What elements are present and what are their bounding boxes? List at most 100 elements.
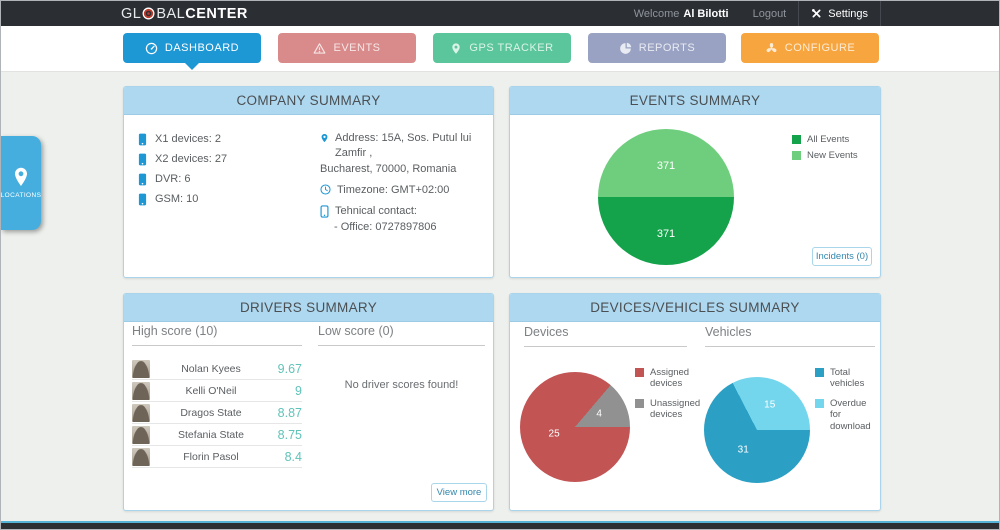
contact-row: Tehnical contact: (320, 204, 486, 219)
device-icon (138, 173, 147, 185)
pie-value-label: 15 (764, 399, 776, 411)
legend-item: Unassigned devices (635, 398, 701, 421)
pie-chart-icon (619, 42, 632, 54)
logo-text-bal: BAL (156, 5, 186, 22)
address-row: Address: 15A, Sos. Putul lui Zamfir , (320, 131, 486, 161)
driver-row: Dragos State 8.87 (132, 402, 302, 424)
gauge-icon (145, 42, 158, 54)
drivers-summary-panel: DRIVERS SUMMARY High score (10) Low scor… (123, 293, 494, 511)
driver-name: Kelli O'Neil (185, 384, 237, 397)
events-legend: All Events New Events (792, 134, 858, 167)
topbar: GL BAL CENTER Welcome Al Bilotti Logout (1, 1, 999, 26)
devices-header: Devices (524, 325, 687, 347)
company-device-counts: X1 devices: 2 X2 devices: 27 DVR: 6 GSM:… (138, 132, 227, 212)
low-score-header: Low score (0) (318, 324, 485, 346)
address-pin-icon (321, 133, 328, 143)
locations-label: LOCATIONS (0, 192, 42, 199)
device-icon (138, 153, 147, 165)
legend-swatch (635, 368, 644, 377)
driver-avatar (132, 403, 150, 422)
pie-value-label: 31 (737, 444, 749, 456)
tools-icon (812, 9, 821, 18)
driver-avatar (132, 381, 150, 400)
main-content: LOCATIONS COMPANY SUMMARY X1 devices: 2 … (1, 72, 999, 521)
driver-row: Florin Pasol 8.4 (132, 446, 302, 468)
no-scores-message: No driver scores found! (344, 379, 459, 391)
legend-swatch (635, 398, 644, 408)
vehicles-header: Vehicles (705, 325, 875, 347)
legend-item: Assigned devices (635, 367, 701, 390)
driver-row: Stefania State 8.75 (132, 424, 302, 446)
fan-icon (766, 42, 777, 52)
main-nav: DASHBOARD EVENTS GPS TRACKER REPORTS (1, 26, 999, 72)
company-count-row: X1 devices: 2 (138, 132, 227, 146)
topbar-right: Welcome Al Bilotti Logout Settings (622, 1, 881, 26)
driver-avatar (132, 425, 150, 444)
contact-office: - Office: 0727897806 (334, 221, 437, 233)
footer-bar (1, 521, 999, 529)
tab-reports[interactable]: REPORTS (588, 33, 726, 63)
driver-avatar (132, 447, 150, 466)
pie-value-label: 25 (548, 428, 560, 440)
address-line2: Bucharest, 70000, Romania (320, 163, 457, 175)
locations-side-tab[interactable]: LOCATIONS (1, 136, 41, 230)
devices-vehicles-panel: DEVICES/VEHICLES SUMMARY Devices Vehicle… (509, 293, 881, 511)
app-logo: GL BAL CENTER (121, 1, 248, 26)
logo-target-icon (142, 7, 155, 20)
tab-events[interactable]: EVENTS (278, 33, 416, 63)
driver-name: Dragos State (180, 406, 242, 419)
pie-value-label: 371 (656, 227, 676, 240)
company-summary-panel: COMPANY SUMMARY X1 devices: 2 X2 devices… (123, 86, 494, 278)
tab-configure[interactable]: CONFIGURE (741, 33, 879, 63)
legend-item: New Events (792, 150, 858, 161)
welcome-text: Welcome Al Bilotti (633, 7, 729, 20)
legend-item: All Events (792, 134, 858, 145)
high-score-list: Nolan Kyees 9.67 Kelli O'Neil 9 Dragos S… (132, 358, 302, 468)
locations-pin-icon (15, 167, 27, 186)
company-count-row: X2 devices: 27 (138, 152, 227, 166)
legend-swatch (792, 135, 801, 144)
driver-score: 8.4 (284, 449, 302, 464)
logo-text-center: CENTER (185, 5, 248, 22)
tab-dashboard[interactable]: DASHBOARD (123, 33, 261, 70)
tab-gps-tracker[interactable]: GPS TRACKER (433, 33, 571, 63)
events-summary-panel: EVENTS SUMMARY 371 371 All Events New Ev… (509, 86, 881, 278)
warning-icon (314, 42, 326, 54)
devices-pie-chart: 25 4 (520, 372, 630, 482)
vehicles-pie-chart: 15 31 (704, 377, 810, 483)
drivers-summary-title: DRIVERS SUMMARY (124, 294, 493, 322)
driver-score: 9.67 (277, 361, 302, 376)
devices-vehicles-title: DEVICES/VEHICLES SUMMARY (510, 294, 880, 322)
pie-value-label: 371 (656, 159, 676, 172)
company-summary-title: COMPANY SUMMARY (124, 87, 493, 115)
device-icon (138, 133, 147, 145)
legend-swatch (792, 151, 801, 161)
events-summary-title: EVENTS SUMMARY (510, 87, 880, 115)
timezone-row: Timezone: GMT+02:00 (320, 183, 486, 198)
devices-legend: Assigned devices Unassigned devices (635, 367, 701, 429)
driver-avatar (132, 359, 150, 378)
logo-text-gl: GL (121, 5, 142, 22)
driver-score: 9 (295, 383, 302, 398)
username: Al Bilotti (683, 7, 729, 20)
driver-score: 8.75 (277, 427, 302, 442)
events-pie-chart: 371 371 (598, 129, 734, 265)
settings-button[interactable]: Settings (798, 1, 881, 26)
driver-score: 8.87 (277, 405, 302, 420)
device-icon (138, 193, 147, 205)
driver-row: Nolan Kyees 9.67 (132, 358, 302, 380)
high-score-header: High score (10) (132, 324, 302, 346)
legend-item: Total vehicles (815, 367, 877, 390)
logout-link[interactable]: Logout (752, 7, 787, 20)
driver-name: Stefania State (178, 428, 244, 441)
view-more-button[interactable]: View more (431, 483, 487, 502)
incidents-button[interactable]: Incidents (0) (812, 247, 872, 266)
driver-row: Kelli O'Neil 9 (132, 380, 302, 402)
legend-item: Overdue for download (815, 398, 877, 432)
clock-icon (320, 184, 331, 195)
driver-name: Nolan Kyees (181, 362, 241, 375)
company-count-row: GSM: 10 (138, 192, 227, 206)
driver-name: Florin Pasol (183, 450, 239, 463)
company-count-row: DVR: 6 (138, 172, 227, 186)
